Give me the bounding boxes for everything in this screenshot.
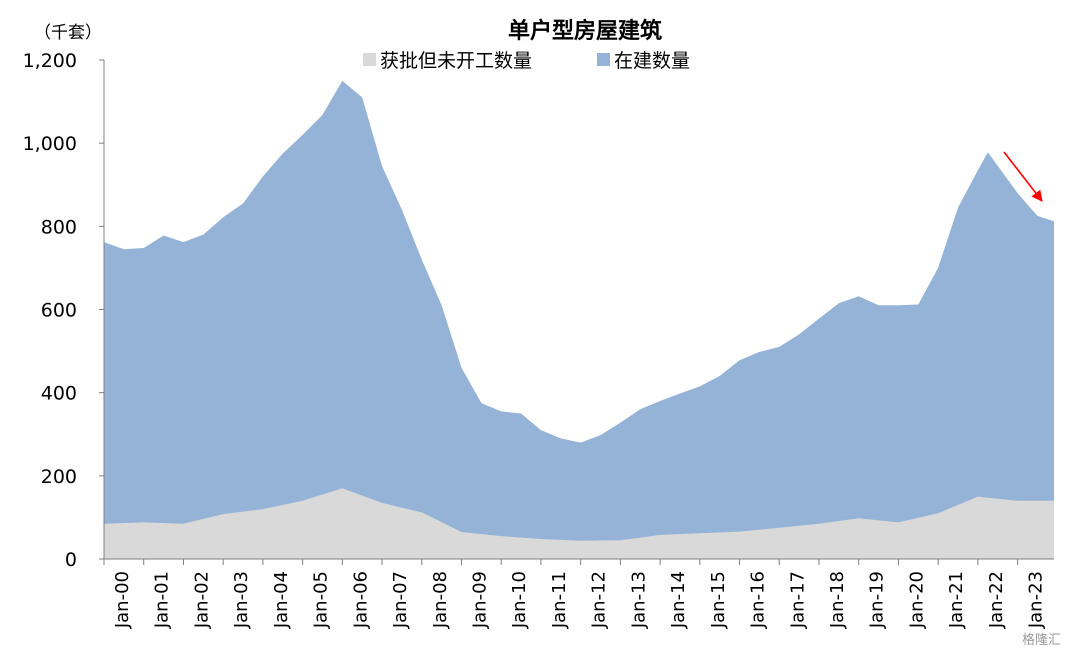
legend-swatch-series-0: [363, 53, 376, 66]
x-tick-label: Jan-02: [191, 571, 212, 629]
y-tick-label: 400: [41, 383, 77, 405]
x-tick-label: Jan-16: [748, 571, 769, 629]
area-series-1: [104, 80, 1054, 560]
y-tick-label: 800: [41, 216, 77, 238]
y-axis-ticks: 0 200 400 600 800 1,000 1,200: [23, 50, 104, 571]
x-tick-label: Jan-21: [946, 571, 967, 629]
y-tick-label: 200: [41, 466, 77, 488]
x-tick-label: Jan-22: [986, 571, 1007, 629]
x-tick-label: Jan-20: [906, 571, 927, 629]
x-tick-label: Jan-10: [509, 571, 530, 629]
x-tick-label: Jan-06: [350, 571, 371, 629]
x-tick-label: Jan-07: [390, 571, 411, 629]
x-tick-label: Jan-04: [271, 571, 292, 629]
x-tick-label: Jan-14: [668, 571, 689, 629]
y-tick-label: 0: [65, 549, 77, 571]
trend-arrow: [1003, 151, 1043, 202]
x-tick-label: Jan-03: [231, 571, 252, 629]
x-tick-label: Jan-11: [549, 571, 570, 629]
x-tick-label: Jan-09: [469, 571, 490, 629]
x-tick-label: Jan-05: [311, 571, 332, 629]
y-tick-label: 600: [41, 300, 77, 322]
x-tick-label: Jan-00: [112, 571, 133, 629]
x-tick-label: Jan-12: [589, 571, 610, 629]
unit-label: （千套）: [34, 23, 102, 43]
x-tick-label: Jan-13: [628, 571, 649, 629]
legend: 获批但未开工数量 在建数量: [363, 50, 690, 72]
area-series-0: [104, 488, 1054, 559]
x-axis-ticks: Jan-00 Jan-01 Jan-02 Jan-03 Jan-04 Jan-05 Jan-…: [103, 559, 1047, 629]
x-tick-label: Jan-01: [152, 571, 173, 629]
x-tick-label: Jan-17: [787, 571, 808, 629]
x-tick-label: Jan-23: [1026, 571, 1047, 629]
x-tick-label: Jan-08: [430, 571, 451, 629]
watermark: 格隆汇: [1022, 632, 1061, 648]
plot-areas: [104, 80, 1054, 560]
y-tick-label: 1,000: [23, 133, 77, 155]
x-tick-label: Jan-18: [827, 571, 848, 629]
x-tick-label: Jan-15: [708, 571, 729, 629]
legend-label-series-1: 在建数量: [614, 50, 690, 72]
legend-swatch-series-1: [597, 53, 610, 66]
y-tick-label: 1,200: [23, 50, 77, 72]
x-tick-label: Jan-19: [867, 571, 888, 629]
chart-title: 单户型房屋建筑: [508, 18, 662, 44]
legend-label-series-0: 获批但未开工数量: [380, 50, 532, 72]
